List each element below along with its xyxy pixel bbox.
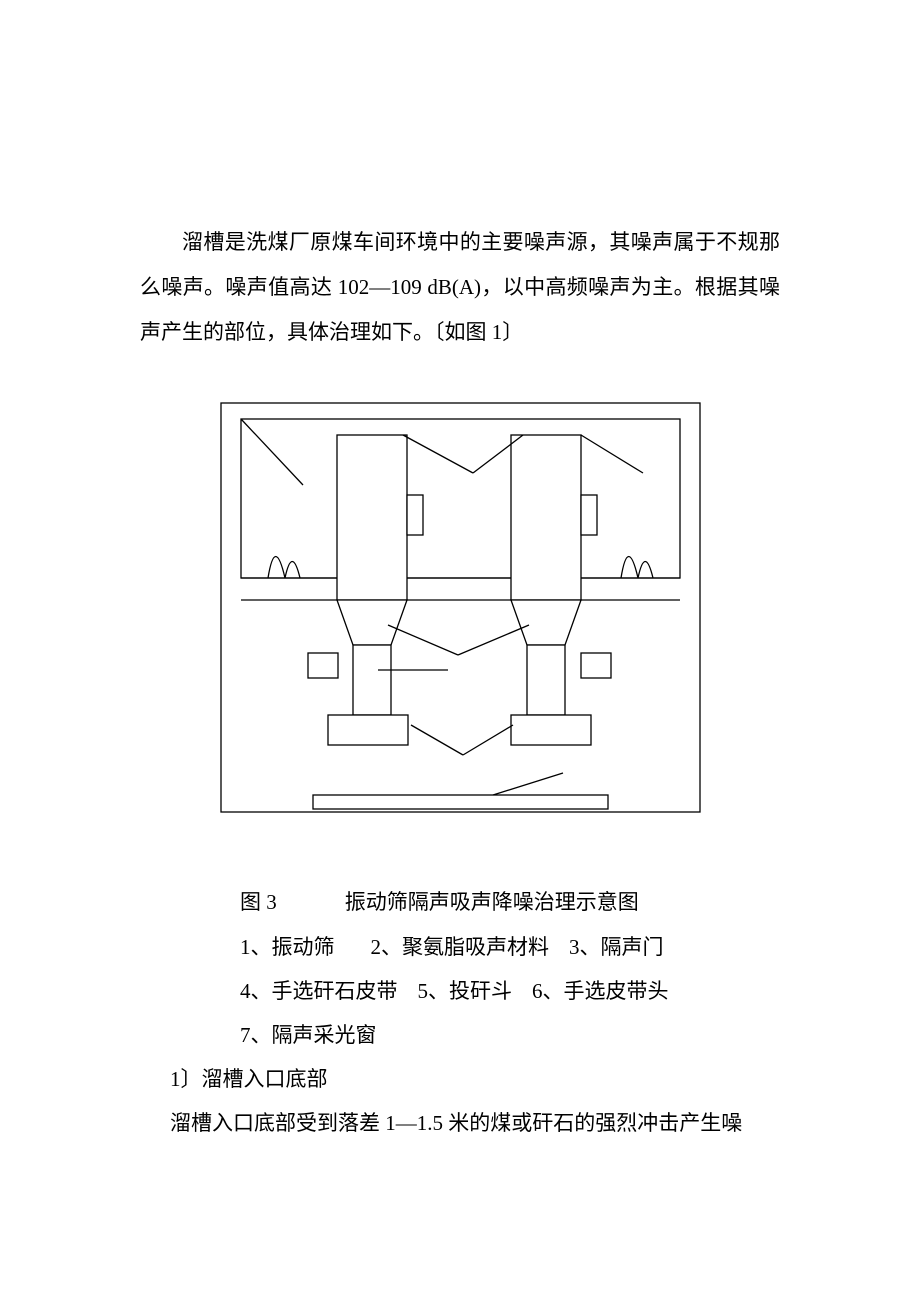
legend-3: 3、隔声门 [569,935,664,959]
caption-block: 图 3 振动筛隔声吸声降噪治理示意图 1、振动筛 2、聚氨脂吸声材料 3、隔声门 4、… [140,880,780,1056]
figure-caption: 图 3 振动筛隔声吸声降噪治理示意图 [240,880,780,924]
legend-5: 5、投矸斗 [418,979,513,1003]
legend-7: 7、隔声采光窗 [240,1023,377,1047]
legend-2: 2、聚氨脂吸声材料 [371,935,550,959]
legend-1: 1、振动筛 [240,935,335,959]
legend-row-2: 4、手选矸石皮带 5、投矸斗 6、手选皮带头 [240,969,780,1013]
legend-4: 4、手选矸石皮带 [240,979,398,1003]
fig-title: 振动筛隔声吸声降噪治理示意图 [345,890,639,914]
diagram-figure [213,395,708,820]
legend-row-3: 7、隔声采光窗 [240,1013,780,1057]
section-heading: 1〕溜槽入口底部 [140,1057,780,1101]
intro-paragraph: 溜槽是洗煤厂原煤车间环境中的主要噪声源，其噪声属于不规那么噪声。噪声值高达 10… [140,220,780,355]
fig-label: 图 3 [240,890,277,914]
section-paragraph: 溜槽入口底部受到落差 1—1.5 米的煤或矸石的强烈冲击产生噪 [140,1101,780,1145]
schematic-svg [213,395,708,820]
legend-row-1: 1、振动筛 2、聚氨脂吸声材料 3、隔声门 [240,925,780,969]
legend-6: 6、手选皮带头 [532,979,669,1003]
